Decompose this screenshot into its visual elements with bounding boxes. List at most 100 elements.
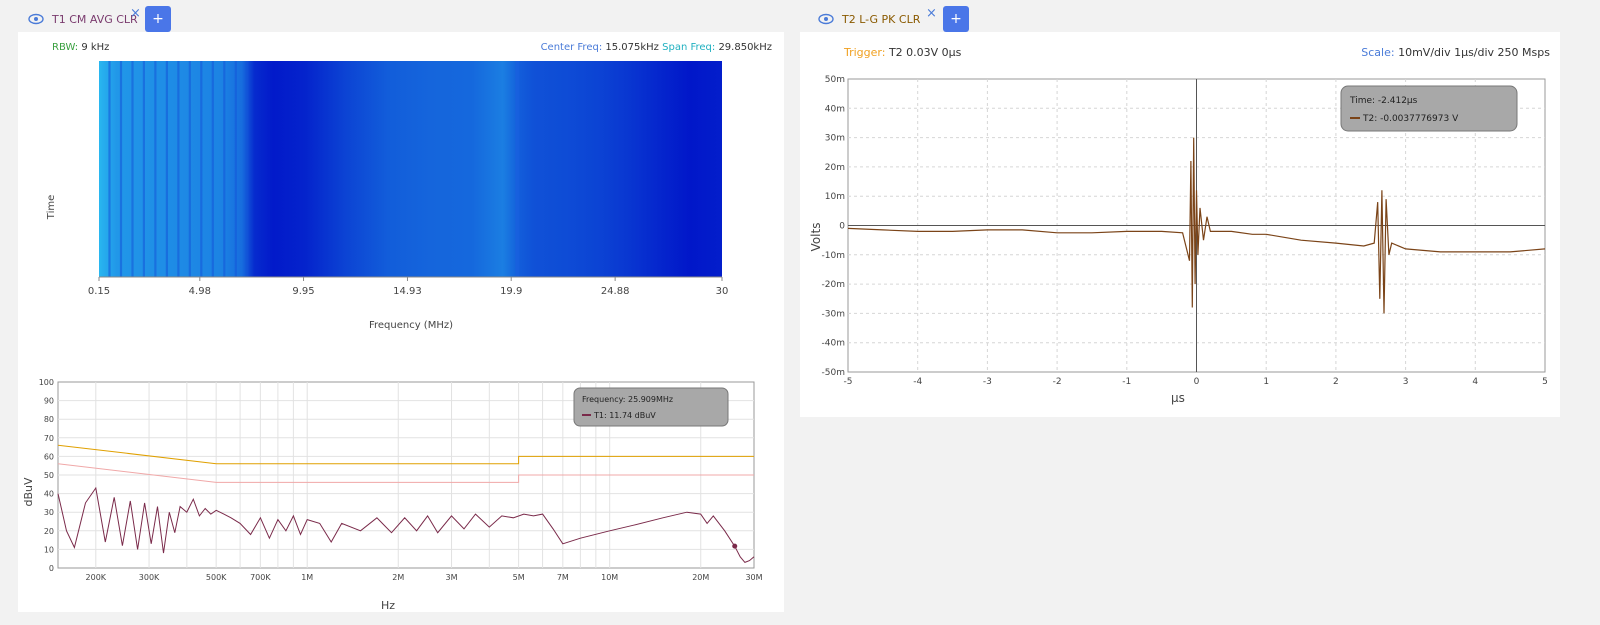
spectrogram-x-tick-label: 19.9 (500, 286, 522, 297)
scope-ylabel: Volts (809, 223, 823, 252)
emission-y-tick-label: 20 (44, 527, 54, 536)
center-freq-value: 15.075kHz (605, 42, 659, 53)
scope-x-tick-label: 3 (1403, 377, 1409, 387)
spectrogram-harmonic-stripe (131, 61, 134, 277)
span-freq-value: 29.850kHz (718, 42, 772, 53)
close-icon[interactable]: × (130, 6, 141, 21)
scope-y-tick-label: -30m (822, 309, 845, 319)
emission-x-tick-label: 20M (692, 573, 709, 582)
tooltip-value: T1: 11.74 dBuV (593, 411, 656, 420)
emission-x-tick-label: 7M (557, 573, 569, 582)
spectrogram-harmonic-stripe (154, 61, 157, 277)
spectrogram-x-tick-label: 4.98 (189, 286, 211, 297)
scope-x-tick-label: 0 (1194, 377, 1200, 387)
marker-point[interactable] (732, 543, 738, 549)
scope-y-tick-label: 30m (825, 134, 845, 144)
span-freq-label: Span Freq: (662, 42, 716, 53)
emission-x-tick-label: 2M (392, 573, 404, 582)
rbw-value: 9 kHz (81, 42, 110, 53)
trigger-label: Trigger: (844, 46, 886, 59)
trigger-value: T2 0.03V 0µs (888, 46, 962, 59)
spectrogram-x-tick-label: 30 (716, 286, 729, 297)
scope-x-tick-label: 1 (1263, 377, 1269, 387)
scale-readout: Scale: 10mV/div 1µs/div 250 Msps (1361, 46, 1550, 59)
emission-x-tick-label: 1M (301, 573, 313, 582)
scope-x-tick-label: -5 (844, 377, 853, 387)
close-icon[interactable]: × (926, 6, 937, 21)
emission-y-tick-label: 40 (44, 490, 54, 499)
spectrogram-harmonic-stripe (223, 61, 226, 277)
scope-y-tick-label: 10m (825, 192, 845, 202)
add-tab-button[interactable]: + (145, 6, 171, 32)
spectrogram-x-tick-label: 14.93 (393, 286, 422, 297)
emission-trace (57, 486, 755, 563)
rbw-readout: RBW: 9 kHz (52, 42, 109, 53)
scope-y-tick-label: -50m (822, 368, 845, 378)
emission-y-tick-label: 90 (44, 397, 54, 406)
trigger-readout: Trigger: T2 0.03V 0µs (844, 46, 961, 59)
spectrogram-harmonic-stripe (165, 61, 168, 277)
tab-t2[interactable]: T2 L-G PK CLR × (808, 6, 943, 32)
tab-t1[interactable]: T1 CM AVG CLR × (18, 6, 148, 32)
spectrogram-harmonic-stripe (234, 61, 237, 277)
scope-x-tick-label: -1 (1122, 377, 1131, 387)
eye-icon[interactable] (818, 11, 834, 27)
emission-y-tick-label: 80 (44, 415, 54, 424)
emission-x-tick-label: 200K (86, 573, 107, 582)
limit-line (57, 463, 754, 483)
scope-chart: -50m -40m -30m -20m -10m 0 10m 20m 30m 40m 50m -5 -4… (809, 75, 1548, 405)
scope-tooltip: Time: -2.412µs T2: -0.0037776973 V (1340, 85, 1518, 132)
scope-x-tick-label: 5 (1542, 377, 1548, 387)
add-tab-button[interactable]: + (943, 6, 969, 32)
spectrogram-harmonic-stripe (142, 61, 145, 277)
emission-x-tick-label: 10M (601, 573, 618, 582)
scope-x-tick-label: -4 (913, 377, 922, 387)
scope-trace (847, 137, 1546, 314)
scale-value: 10mV/div 1µs/div 250 Msps (1398, 46, 1550, 59)
scope-panel: Trigger: T2 0.03V 0µs Scale: 10mV/div 1µ… (800, 32, 1560, 417)
spectrogram-harmonic-stripe (108, 61, 111, 277)
spectrogram-harmonic-stripe (200, 61, 203, 277)
scope-y-tick-label: 40m (825, 104, 845, 114)
emission-y-tick-label: 70 (44, 434, 54, 443)
scope-y-tick-label: -10m (822, 251, 845, 261)
emission-y-tick-label: 10 (44, 545, 54, 554)
emission-x-tick-label: 3M (446, 573, 458, 582)
scope-xlabel: µs (1171, 391, 1185, 405)
spectrogram-harmonic-stripe (246, 61, 249, 277)
rbw-label: RBW: (52, 42, 79, 53)
emission-x-tick-label: 5M (513, 573, 525, 582)
emission-ylabel: dBuV (22, 477, 35, 507)
emission-y-tick-label: 30 (44, 508, 54, 517)
freq-readout: Center Freq: 15.075kHz Span Freq: 29.850… (541, 42, 772, 53)
spectrogram-ylabel: Time (46, 195, 57, 220)
scope-y-tick-label: 50m (825, 75, 845, 85)
eye-icon[interactable] (28, 11, 44, 27)
tooltip-frequency: Frequency: 25.909MHz (582, 395, 673, 404)
scope-x-tick-label: -2 (1053, 377, 1062, 387)
tooltip-value: T2: -0.0037776973 V (1362, 114, 1459, 124)
emission-x-tick-label: 30M (745, 573, 762, 582)
scope-y-tick-label: 20m (825, 163, 845, 173)
scope-y-tick-label: -20m (822, 280, 845, 290)
tab-label: T1 CM AVG CLR (52, 12, 138, 26)
scope-x-tick-label: -3 (983, 377, 992, 387)
scope-x-tick-label: 4 (1472, 377, 1478, 387)
emission-y-tick-label: 60 (44, 452, 54, 461)
scope-y-tick-label: -40m (822, 339, 845, 349)
spectrogram-x-tick-label: 0.15 (88, 286, 110, 297)
spectrogram-x-tick-label: 9.95 (292, 286, 314, 297)
spectrogram-harmonic-stripe (119, 61, 123, 277)
scope-y-tick-label: 0 (839, 222, 845, 232)
limit-line (57, 444, 754, 465)
emission-y-tick-label: 50 (44, 471, 54, 480)
center-freq-label: Center Freq: (540, 42, 603, 53)
tooltip-time: Time: -2.412µs (1349, 96, 1418, 106)
emission-x-tick-label: 700K (250, 573, 271, 582)
spectrum-panel: RBW: 9 kHz Center Freq: 15.075kHz Span F… (18, 32, 784, 612)
spectrogram-harmonic-stripe (188, 61, 191, 277)
spectrogram-harmonic-stripe (177, 61, 180, 277)
scale-label: Scale: (1361, 46, 1395, 59)
emission-y-tick-label: 100 (39, 378, 54, 387)
emission-x-tick-label: 300K (139, 573, 160, 582)
